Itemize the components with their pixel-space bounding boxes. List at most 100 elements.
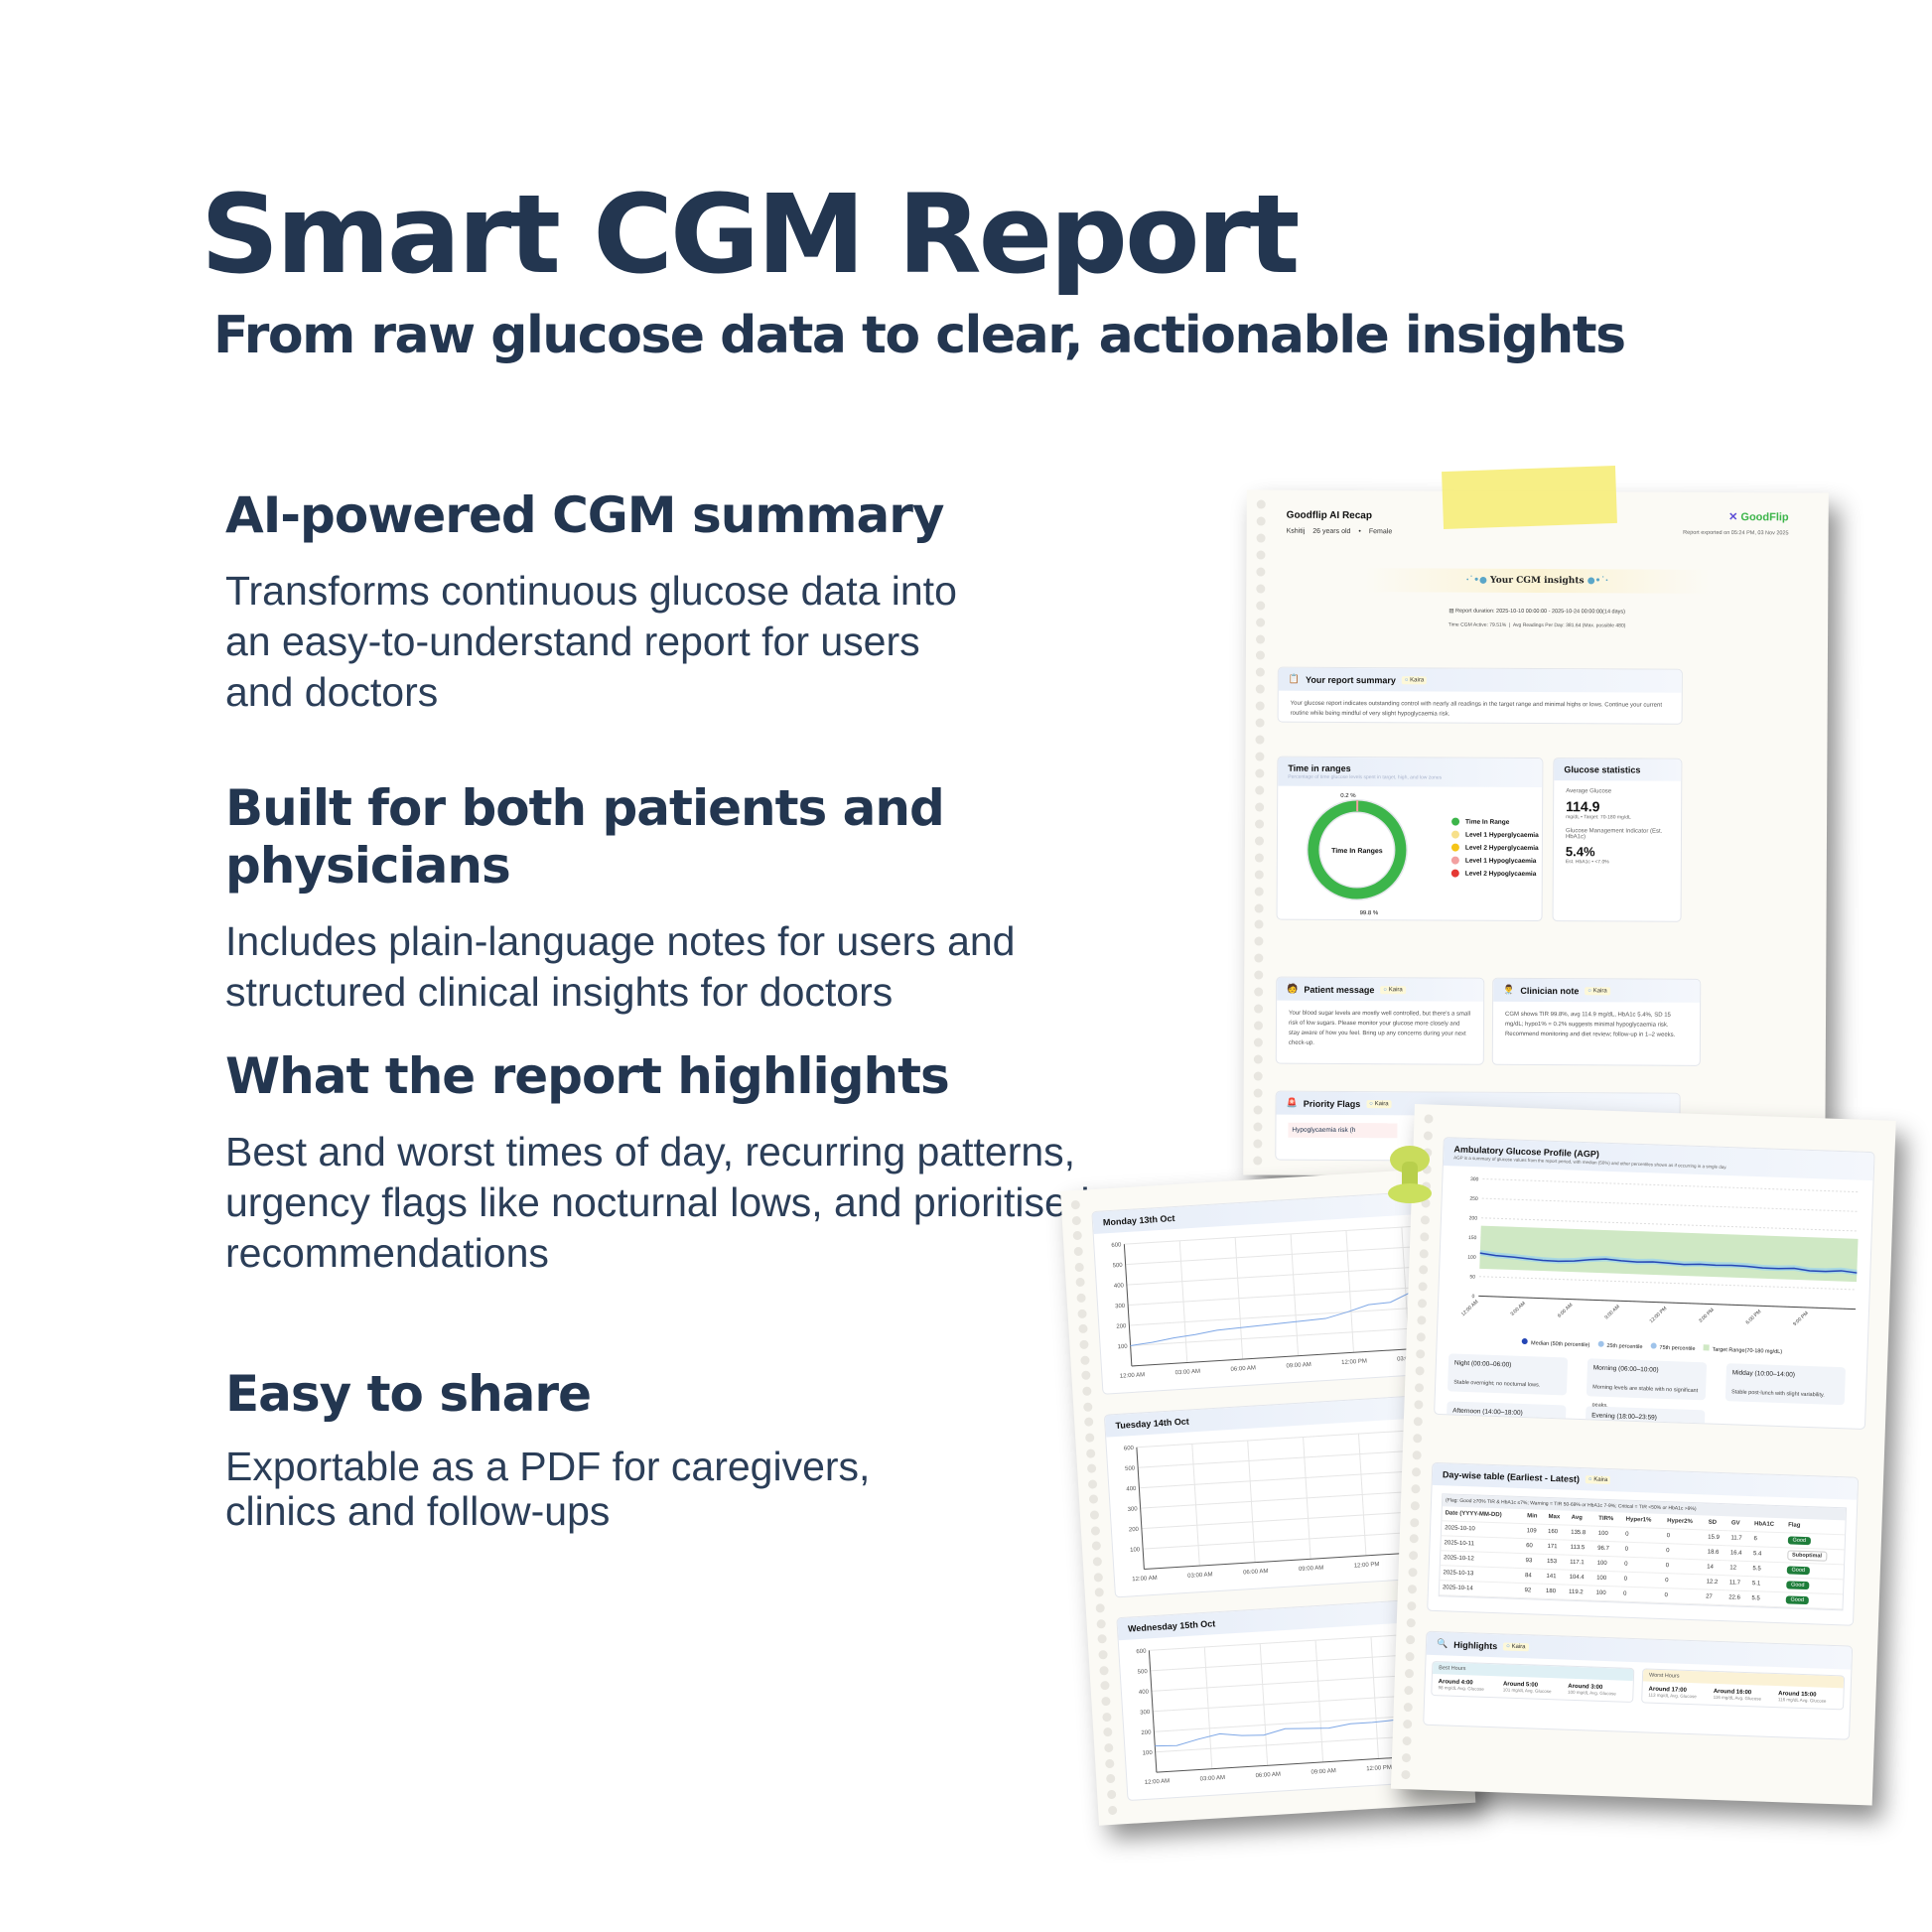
column-header: Min bbox=[1523, 1509, 1546, 1525]
table-cell: 113.5 bbox=[1567, 1540, 1595, 1557]
hour-item: Around 16:00 116 mg/dL Avg. Glucose bbox=[1713, 1688, 1762, 1702]
legend-swatch bbox=[1450, 856, 1459, 865]
table-cell: 5.5 bbox=[1748, 1590, 1783, 1607]
binder-hole bbox=[1104, 1742, 1114, 1753]
time-of-day-note: Night (00:00–06:00) Stable overnight; no … bbox=[1447, 1353, 1569, 1396]
binder-hole bbox=[1401, 1769, 1411, 1779]
y-tick-label: 250 bbox=[1469, 1196, 1478, 1202]
binder-hole bbox=[1075, 1277, 1085, 1288]
patient-age: 26 years old bbox=[1312, 527, 1351, 536]
y-tick-label: 100 bbox=[1143, 1750, 1154, 1757]
y-tick-label: 400 bbox=[1139, 1689, 1150, 1696]
table-cell: 0 bbox=[1621, 1542, 1664, 1559]
column-header: GV bbox=[1727, 1516, 1752, 1532]
table-cell: 6 bbox=[1750, 1531, 1785, 1548]
table-cell: 100 bbox=[1594, 1526, 1623, 1543]
binder-hole bbox=[1254, 919, 1264, 930]
binder-hole bbox=[1102, 1712, 1112, 1723]
binder-hole bbox=[1082, 1386, 1092, 1396]
binder-hole bbox=[1411, 1466, 1422, 1477]
binder-hole bbox=[1100, 1681, 1110, 1691]
hour-item: Around 15:00 116 mg/dL Avg. Glucose bbox=[1777, 1691, 1827, 1704]
tir-legend: Time In Range Level 1 Hyperglycaemia Level… bbox=[1450, 817, 1539, 883]
binder-hole bbox=[1414, 1383, 1425, 1393]
table-cell: 0 bbox=[1621, 1527, 1664, 1544]
binder-hole bbox=[1253, 1054, 1263, 1064]
doctor-icon: 👨‍⚕️ bbox=[1503, 984, 1515, 995]
time-of-day-note: Evening (18:00–23:59)Consistent evening … bbox=[1585, 1406, 1706, 1431]
x-tick-label: 12:00 AM bbox=[1145, 1778, 1171, 1786]
binder-hole bbox=[1255, 752, 1265, 761]
sticky-note bbox=[1442, 465, 1617, 530]
hero-subtitle: From raw glucose data to clear, actionab… bbox=[213, 306, 1626, 365]
table-cell: 11.7 bbox=[1725, 1575, 1750, 1591]
binder-hole bbox=[1253, 1105, 1263, 1115]
table-cell: 12 bbox=[1726, 1560, 1750, 1577]
binder-hole bbox=[1256, 634, 1266, 644]
legend-item: Time In Range bbox=[1451, 817, 1539, 826]
binder-hole bbox=[1103, 1727, 1113, 1737]
binder-hole bbox=[1253, 1156, 1263, 1166]
export-timestamp: Report exported on 05:24 PM, 03 Nov 2025 bbox=[1683, 529, 1789, 537]
report-page-agp: Ambulatory Glucose Profile (AGP) AGP is a… bbox=[1390, 1104, 1896, 1806]
binder-hole bbox=[1090, 1525, 1101, 1536]
binder-hole bbox=[1106, 1789, 1117, 1800]
table-cell: 0 bbox=[1661, 1587, 1704, 1604]
table-cell: 109 bbox=[1523, 1523, 1546, 1540]
table-cell: 0 bbox=[1620, 1557, 1663, 1574]
gridline bbox=[1345, 1230, 1354, 1353]
y-tick-label: 300 bbox=[1128, 1506, 1139, 1513]
legend-swatch bbox=[1450, 830, 1460, 839]
flag-badge: Suboptimal bbox=[1786, 1550, 1828, 1562]
hero-title: Smart CGM Report bbox=[201, 171, 1300, 298]
binder-hole bbox=[1416, 1349, 1426, 1359]
y-tick-label: 100 bbox=[1130, 1547, 1141, 1554]
svg-text:0.2 %: 0.2 % bbox=[1340, 793, 1356, 799]
gridline bbox=[1478, 1276, 1857, 1291]
x-tick-label: 12:00 PM bbox=[1366, 1765, 1392, 1773]
binder-hole bbox=[1254, 987, 1264, 997]
patient-icon: 🧑 bbox=[1287, 983, 1299, 994]
agp-legend-item: 75th percentile bbox=[1650, 1342, 1696, 1352]
binder-hole bbox=[1081, 1370, 1091, 1381]
legend-swatch bbox=[1450, 869, 1459, 878]
binder-hole bbox=[1255, 768, 1265, 778]
y-axis bbox=[1136, 1447, 1145, 1570]
y-tick-label: 200 bbox=[1469, 1215, 1478, 1221]
binder-hole bbox=[1083, 1417, 1094, 1428]
feature-body: Includes plain-language notes for users … bbox=[225, 918, 1016, 1015]
feature-body: Exportable as a PDF for caregivers, clin… bbox=[225, 1444, 871, 1534]
alarm-icon: 🚨 bbox=[1286, 1097, 1298, 1108]
binder-hole bbox=[1088, 1494, 1099, 1505]
time-of-day-note: Afternoon (14:00–18:00)Some post-meal in… bbox=[1446, 1401, 1567, 1431]
report-duration: ▤ Report duration: 2025-10-10 00:00:00 -… bbox=[1449, 608, 1626, 616]
column-header: SD bbox=[1705, 1515, 1729, 1531]
binder-hole bbox=[1076, 1293, 1086, 1304]
feature-body: Transforms continuous glucose data into … bbox=[225, 568, 957, 715]
table-cell: 0 bbox=[1661, 1573, 1704, 1589]
binder-hole bbox=[1107, 1805, 1118, 1815]
binder-hole bbox=[1079, 1339, 1089, 1349]
binder-hole bbox=[1256, 516, 1266, 526]
feature-body: Best and worst times of day, recurring p… bbox=[225, 1129, 1090, 1276]
binder-hole bbox=[1254, 970, 1264, 980]
gridline bbox=[1124, 1223, 1451, 1245]
binder-hole bbox=[1255, 650, 1265, 661]
binder-hole bbox=[1256, 584, 1266, 594]
x-tick-label: 12:00 AM bbox=[1132, 1576, 1158, 1584]
binder-hole bbox=[1420, 1214, 1431, 1225]
binder-hole bbox=[1401, 1752, 1412, 1762]
binder-hole bbox=[1255, 701, 1265, 711]
daywise-table: Date (YYYY-MM-DD) Min Max Avg TIR% Hyper1% Hyp… bbox=[1439, 1506, 1846, 1609]
svg-text:99.8 %: 99.8 % bbox=[1360, 910, 1379, 916]
binder-hole bbox=[1413, 1433, 1423, 1444]
binder-hole bbox=[1253, 1088, 1263, 1098]
table-cell: 119.2 bbox=[1565, 1585, 1593, 1601]
feature-heading: Easy to share bbox=[225, 1365, 592, 1423]
binder-hole bbox=[1254, 903, 1264, 913]
binder-hole bbox=[1416, 1332, 1426, 1342]
feature-ai-summary: AI-powered CGM summary Transforms continu… bbox=[225, 486, 1178, 718]
y-tick-label: 400 bbox=[1126, 1486, 1137, 1493]
y-tick-label: 100 bbox=[1118, 1344, 1129, 1351]
flag-badge: Good bbox=[1787, 1536, 1812, 1546]
